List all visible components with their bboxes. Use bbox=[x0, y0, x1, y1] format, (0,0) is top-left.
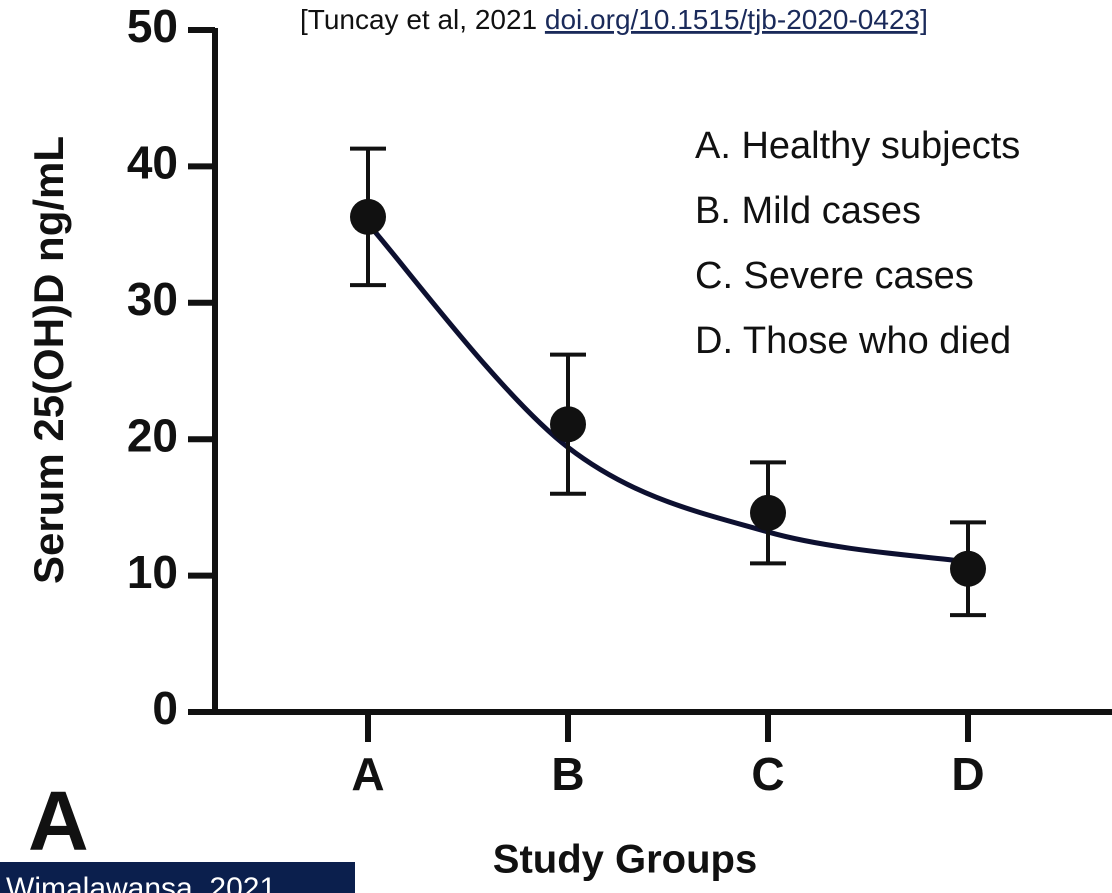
legend-entry: C. Severe cases bbox=[695, 255, 974, 297]
legend-entry: B. Mild cases bbox=[695, 190, 921, 232]
y-axis-title: Serum 25(OH)D ng/mL bbox=[25, 136, 72, 584]
x-tick-label: C bbox=[751, 748, 784, 800]
x-tick-label: D bbox=[951, 748, 984, 800]
legend-entry: A. Healthy subjects bbox=[695, 125, 1020, 167]
source-citation: [Tuncay et al, 2021 doi.org/10.1515/tjb-… bbox=[300, 4, 928, 35]
data-point bbox=[950, 550, 986, 587]
data-point bbox=[750, 494, 786, 531]
y-tick-label: 10 bbox=[127, 546, 178, 598]
y-tick-label: 0 bbox=[152, 682, 178, 734]
credit-text: Wimalawansa, 2021 bbox=[6, 872, 276, 893]
data-point bbox=[350, 198, 386, 235]
x-axis-title: Study Groups bbox=[493, 838, 757, 882]
y-tick-label: 20 bbox=[127, 409, 178, 461]
source-prefix: [Tuncay et al, 2021 bbox=[300, 4, 537, 35]
legend-entry: D. Those who died bbox=[695, 320, 1011, 362]
data-point bbox=[550, 406, 586, 443]
credit-box bbox=[0, 862, 355, 893]
fit-curve bbox=[366, 222, 969, 565]
x-tick-label: A bbox=[351, 748, 384, 800]
y-tick-label: 50 bbox=[127, 0, 178, 52]
source-link[interactable]: doi.org/10.1515/tjb-2020-0423] bbox=[545, 4, 928, 35]
panel-label: A bbox=[28, 774, 89, 868]
x-tick-label: B bbox=[551, 748, 584, 800]
y-tick-label: 40 bbox=[127, 137, 178, 189]
y-tick-label: 30 bbox=[127, 273, 178, 325]
